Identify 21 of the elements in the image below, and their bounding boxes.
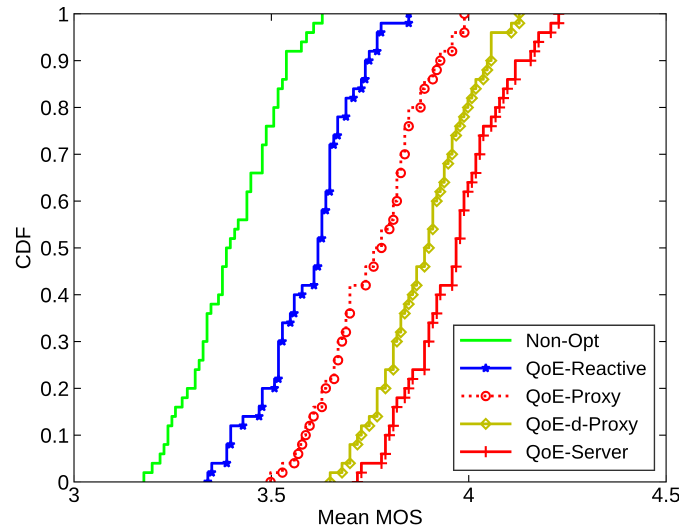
legend-label: Non-Opt bbox=[527, 334, 599, 352]
y-tick-label: 0 bbox=[58, 474, 68, 490]
y-tick-label: 0.9 bbox=[41, 54, 68, 68]
y-tick-label: 1 bbox=[59, 7, 68, 22]
y-tick-label: 0.6 bbox=[41, 194, 68, 209]
y-axis-title: CDF bbox=[16, 227, 31, 268]
y-tick-label: 0.7 bbox=[41, 147, 68, 162]
legend-label: QoE-Proxy bbox=[526, 389, 621, 407]
y-tick-label: 0.8 bbox=[41, 100, 68, 116]
legend-label: QoE-Server bbox=[526, 444, 628, 462]
y-tick-label: 0.4 bbox=[41, 288, 69, 302]
x-tick-label: 3.5 bbox=[258, 487, 285, 502]
x-axis-title: Mean MOS bbox=[319, 510, 422, 524]
y-tick-label: 0.3 bbox=[41, 334, 68, 350]
legend-label: QoE-d-Proxy bbox=[526, 416, 638, 435]
y-tick-label: 0.5 bbox=[41, 240, 68, 256]
x-tick-label: 4 bbox=[463, 488, 474, 502]
x-tick-label: 3 bbox=[69, 487, 79, 502]
legend-label: QoE-Reactive bbox=[526, 360, 646, 379]
y-tick-label: 0.1 bbox=[41, 428, 68, 443]
y-tick-label: 0.2 bbox=[41, 381, 68, 396]
